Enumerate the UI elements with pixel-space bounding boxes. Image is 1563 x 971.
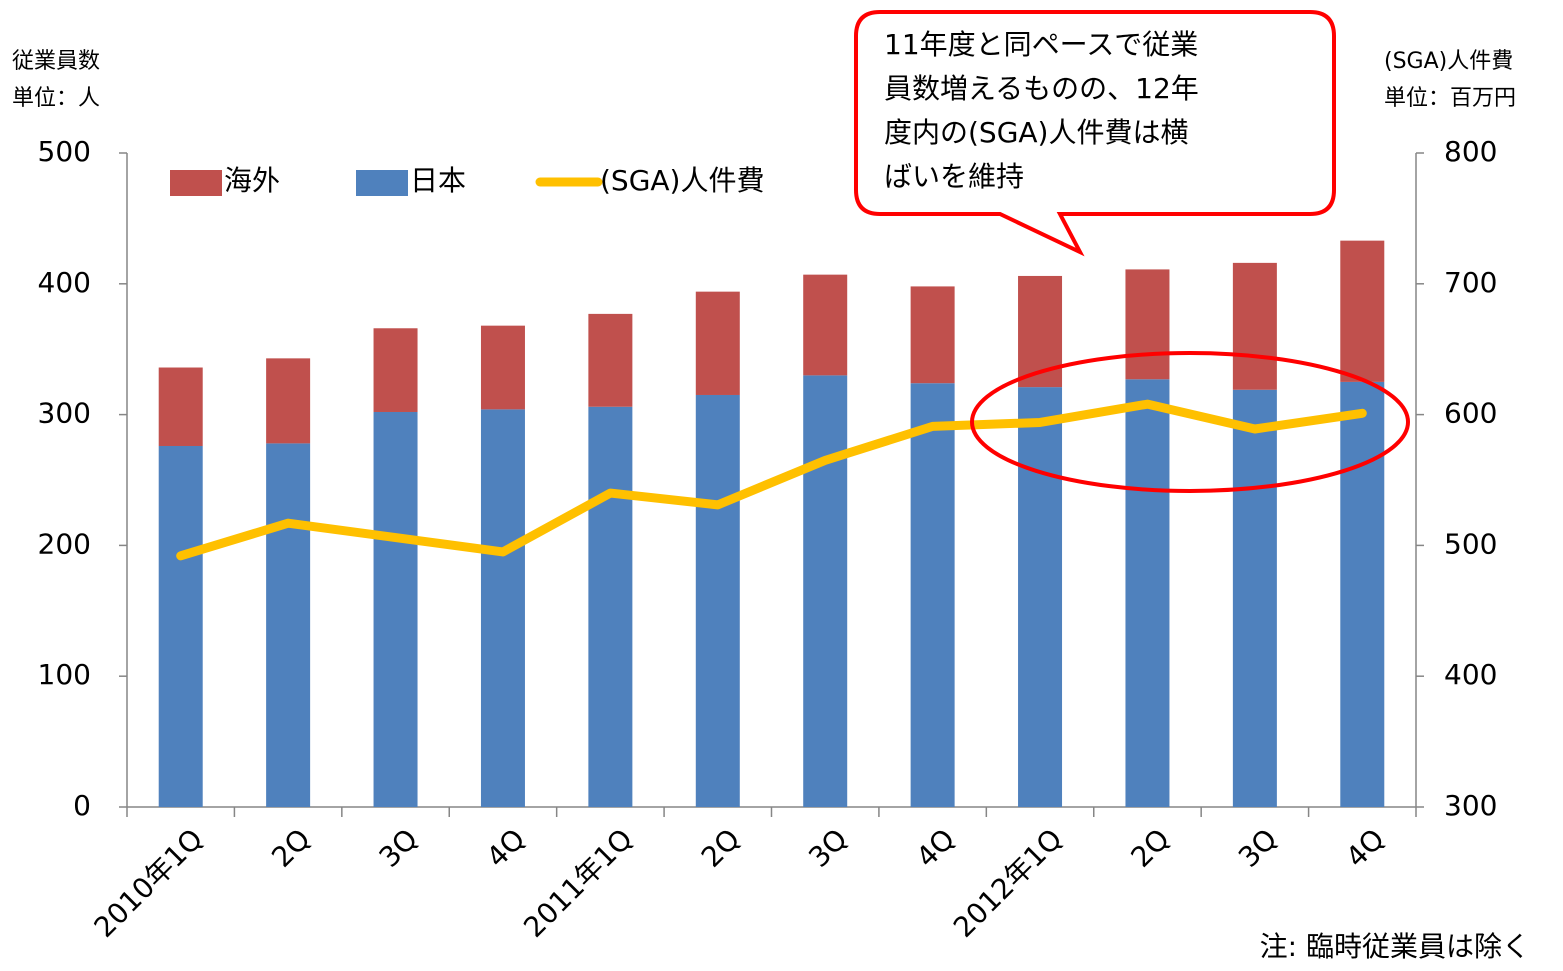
bar xyxy=(695,291,740,395)
callout-text: 度内の(SGA)人件費は横 xyxy=(884,116,1188,149)
bar xyxy=(910,286,955,384)
bar xyxy=(266,443,311,807)
y-tick-label: 400 xyxy=(38,266,91,299)
legend-label: 日本 xyxy=(410,164,466,197)
x-tick-label: 2Q xyxy=(695,822,747,874)
bar xyxy=(158,367,203,446)
y2-tick-label: 300 xyxy=(1444,789,1497,822)
bar xyxy=(588,406,633,807)
note: 注: 臨時従業員は除く xyxy=(1260,930,1530,963)
x-tick-label: 4Q xyxy=(910,822,962,874)
x-tick-label: 2012年1Q xyxy=(947,822,1069,944)
y2-tick-label: 500 xyxy=(1444,527,1497,560)
y2-title: (SGA)人件費 xyxy=(1384,49,1513,74)
bar xyxy=(1125,379,1170,807)
x-tick-label: 4Q xyxy=(480,822,532,874)
callout-text: ばいを維持 xyxy=(884,160,1024,193)
legend-swatch xyxy=(170,170,222,196)
bar xyxy=(910,383,955,807)
bar xyxy=(480,325,525,410)
y-tick-label: 300 xyxy=(38,397,91,430)
bar xyxy=(695,394,740,807)
bar xyxy=(1018,387,1063,807)
y-title: 単位：人 xyxy=(12,86,100,111)
y2-title: 単位：百万円 xyxy=(1384,86,1516,111)
y-tick-label: 200 xyxy=(38,527,91,560)
x-tick-label: 2Q xyxy=(265,822,317,874)
y-tick-label: 0 xyxy=(73,789,91,822)
highlight-ellipse xyxy=(970,351,1410,493)
x-tick-label: 2011年1Q xyxy=(517,822,639,944)
x-tick-label: 2010年1Q xyxy=(88,822,210,944)
y2-tick-label: 400 xyxy=(1444,658,1497,691)
bar xyxy=(1232,262,1277,390)
y-tick-label: 100 xyxy=(38,658,91,691)
x-tick-label: 3Q xyxy=(1232,822,1284,874)
legend-label: (SGA)人件費 xyxy=(600,164,764,197)
callout-text: 員数増えるものの、12年 xyxy=(884,72,1199,105)
legend-label: 海外 xyxy=(224,164,280,197)
y2-tick-label: 600 xyxy=(1444,397,1497,430)
bar xyxy=(803,375,848,807)
bar xyxy=(266,358,311,444)
bar xyxy=(158,445,203,807)
x-tick-label: 4Q xyxy=(1339,822,1391,874)
bar xyxy=(480,409,525,807)
x-tick-label: 2Q xyxy=(1125,822,1177,874)
y2-tick-label: 700 xyxy=(1444,266,1497,299)
y2-tick-label: 800 xyxy=(1444,135,1497,168)
x-tick-label: 3Q xyxy=(373,822,425,874)
legend-swatch xyxy=(356,170,408,196)
line xyxy=(176,399,1367,561)
y-title: 従業員数 xyxy=(12,49,100,74)
y-tick-label: 500 xyxy=(38,135,91,168)
bar xyxy=(1340,240,1385,382)
bar xyxy=(588,313,633,407)
callout-box xyxy=(854,10,1336,257)
bar xyxy=(803,274,848,376)
x-tick-label: 3Q xyxy=(802,822,854,874)
bar xyxy=(1232,389,1277,807)
bar xyxy=(1340,381,1385,807)
bar xyxy=(1125,269,1170,380)
bar xyxy=(373,411,418,807)
callout-text: 11年度と同ペースで従業 xyxy=(884,28,1198,61)
bar xyxy=(373,328,418,412)
